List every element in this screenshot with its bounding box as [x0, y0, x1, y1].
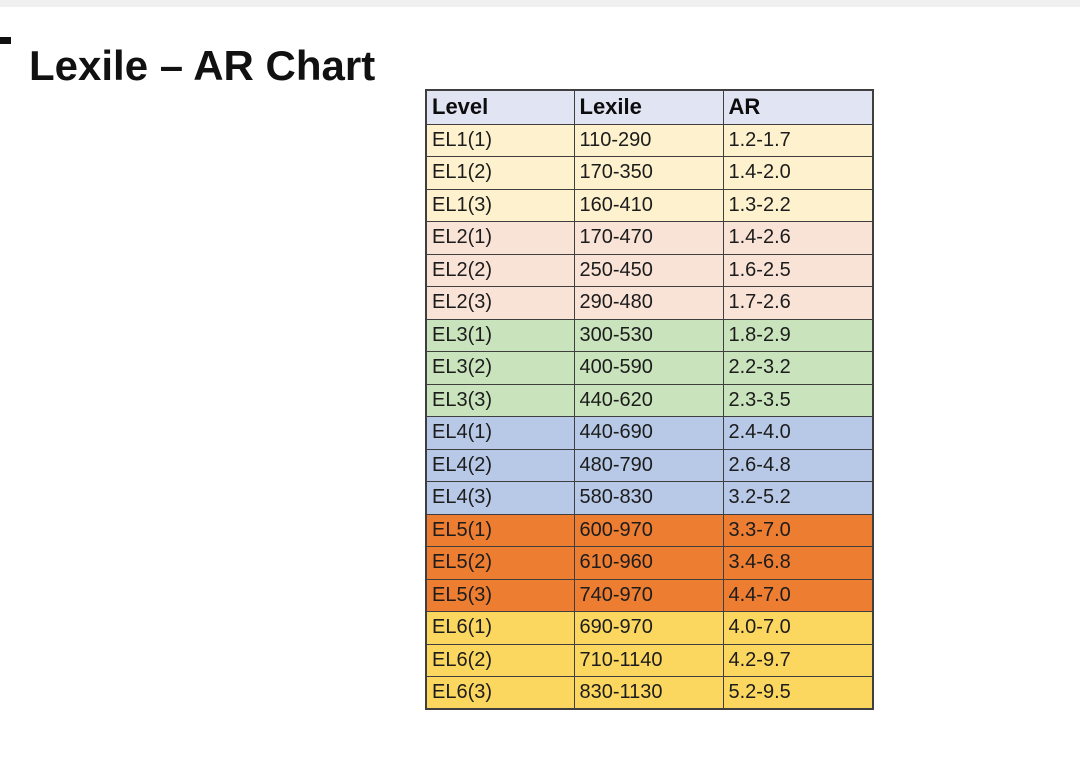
cell-ar: 1.7-2.6	[722, 286, 874, 320]
cell-level: EL5(3)	[425, 578, 575, 612]
table-row: EL3(2) 400-590 2.2-3.2	[425, 351, 874, 385]
cell-ar: 2.4-4.0	[722, 416, 874, 450]
cell-ar: 1.3-2.2	[722, 188, 874, 222]
column-header-lexile: Lexile	[573, 89, 724, 125]
cell-ar: 2.3-3.5	[722, 383, 874, 417]
cell-level: EL6(3)	[425, 676, 575, 710]
cell-level: EL1(2)	[425, 156, 575, 190]
cell-lexile: 830-1130	[573, 676, 724, 710]
cell-ar: 1.4-2.6	[722, 221, 874, 255]
table-row: EL4(2) 480-790 2.6-4.8	[425, 448, 874, 482]
cell-ar: 3.2-5.2	[722, 481, 874, 515]
top-edge-strip	[0, 0, 1080, 7]
cell-lexile: 580-830	[573, 481, 724, 515]
table-body: EL1(1) 110-290 1.2-1.7 EL1(2) 170-350 1.4-2.0…	[425, 123, 874, 710]
cell-lexile: 740-970	[573, 578, 724, 612]
cell-level: EL5(1)	[425, 513, 575, 547]
cell-level: EL4(2)	[425, 448, 575, 482]
cell-ar: 1.8-2.9	[722, 318, 874, 352]
cell-lexile: 110-290	[573, 123, 724, 157]
cell-lexile: 610-960	[573, 546, 724, 580]
cell-ar: 3.3-7.0	[722, 513, 874, 547]
header-row: Level Lexile AR	[425, 89, 874, 125]
cell-level: EL6(1)	[425, 611, 575, 645]
cell-level: EL3(2)	[425, 351, 575, 385]
cell-ar: 1.4-2.0	[722, 156, 874, 190]
cell-level: EL1(1)	[425, 123, 575, 157]
table-row: EL6(2) 710-1140 4.2-9.7	[425, 643, 874, 677]
table-row: EL2(3) 290-480 1.7-2.6	[425, 286, 874, 320]
cell-lexile: 300-530	[573, 318, 724, 352]
cell-ar: 2.6-4.8	[722, 448, 874, 482]
cell-ar: 1.6-2.5	[722, 253, 874, 287]
cell-ar: 3.4-6.8	[722, 546, 874, 580]
cell-lexile: 250-450	[573, 253, 724, 287]
cell-level: EL1(3)	[425, 188, 575, 222]
cell-level: EL4(1)	[425, 416, 575, 450]
table-row: EL6(3) 830-1130 5.2-9.5	[425, 676, 874, 710]
table-row: EL1(1) 110-290 1.2-1.7	[425, 123, 874, 157]
cell-lexile: 170-350	[573, 156, 724, 190]
column-header-ar: AR	[722, 89, 874, 125]
lexile-ar-table: Level Lexile AR EL1(1) 110-290 1.2-1.7 EL1(…	[425, 89, 874, 710]
page-title: Lexile – AR Chart	[29, 42, 376, 90]
cell-lexile: 440-620	[573, 383, 724, 417]
cell-ar: 2.2-3.2	[722, 351, 874, 385]
table-row: EL5(2) 610-960 3.4-6.8	[425, 546, 874, 580]
table-row: EL2(1) 170-470 1.4-2.6	[425, 221, 874, 255]
table-row: EL1(3) 160-410 1.3-2.2	[425, 188, 874, 222]
column-header-level: Level	[425, 89, 575, 125]
bullet-dash-fragment	[0, 37, 11, 44]
cell-lexile: 160-410	[573, 188, 724, 222]
cell-lexile: 480-790	[573, 448, 724, 482]
cell-level: EL4(3)	[425, 481, 575, 515]
cell-level: EL2(2)	[425, 253, 575, 287]
cell-level: EL6(2)	[425, 643, 575, 677]
cell-lexile: 440-690	[573, 416, 724, 450]
table-row: EL4(3) 580-830 3.2-5.2	[425, 481, 874, 515]
table-row: EL2(2) 250-450 1.6-2.5	[425, 253, 874, 287]
table-row: EL6(1) 690-970 4.0-7.0	[425, 611, 874, 645]
table-row: EL5(1) 600-970 3.3-7.0	[425, 513, 874, 547]
cell-ar: 4.0-7.0	[722, 611, 874, 645]
table-row: EL4(1) 440-690 2.4-4.0	[425, 416, 874, 450]
cell-lexile: 600-970	[573, 513, 724, 547]
cell-level: EL3(3)	[425, 383, 575, 417]
table-row: EL1(2) 170-350 1.4-2.0	[425, 156, 874, 190]
cell-level: EL3(1)	[425, 318, 575, 352]
table-header: Level Lexile AR	[425, 89, 874, 125]
cell-lexile: 690-970	[573, 611, 724, 645]
cell-ar: 4.2-9.7	[722, 643, 874, 677]
cell-lexile: 290-480	[573, 286, 724, 320]
table-row: EL3(1) 300-530 1.8-2.9	[425, 318, 874, 352]
cell-lexile: 170-470	[573, 221, 724, 255]
cell-level: EL2(1)	[425, 221, 575, 255]
cell-level: EL5(2)	[425, 546, 575, 580]
cell-ar: 5.2-9.5	[722, 676, 874, 710]
cell-ar: 4.4-7.0	[722, 578, 874, 612]
cell-level: EL2(3)	[425, 286, 575, 320]
table-row: EL5(3) 740-970 4.4-7.0	[425, 578, 874, 612]
table-row: EL3(3) 440-620 2.3-3.5	[425, 383, 874, 417]
cell-lexile: 400-590	[573, 351, 724, 385]
cell-ar: 1.2-1.7	[722, 123, 874, 157]
cell-lexile: 710-1140	[573, 643, 724, 677]
